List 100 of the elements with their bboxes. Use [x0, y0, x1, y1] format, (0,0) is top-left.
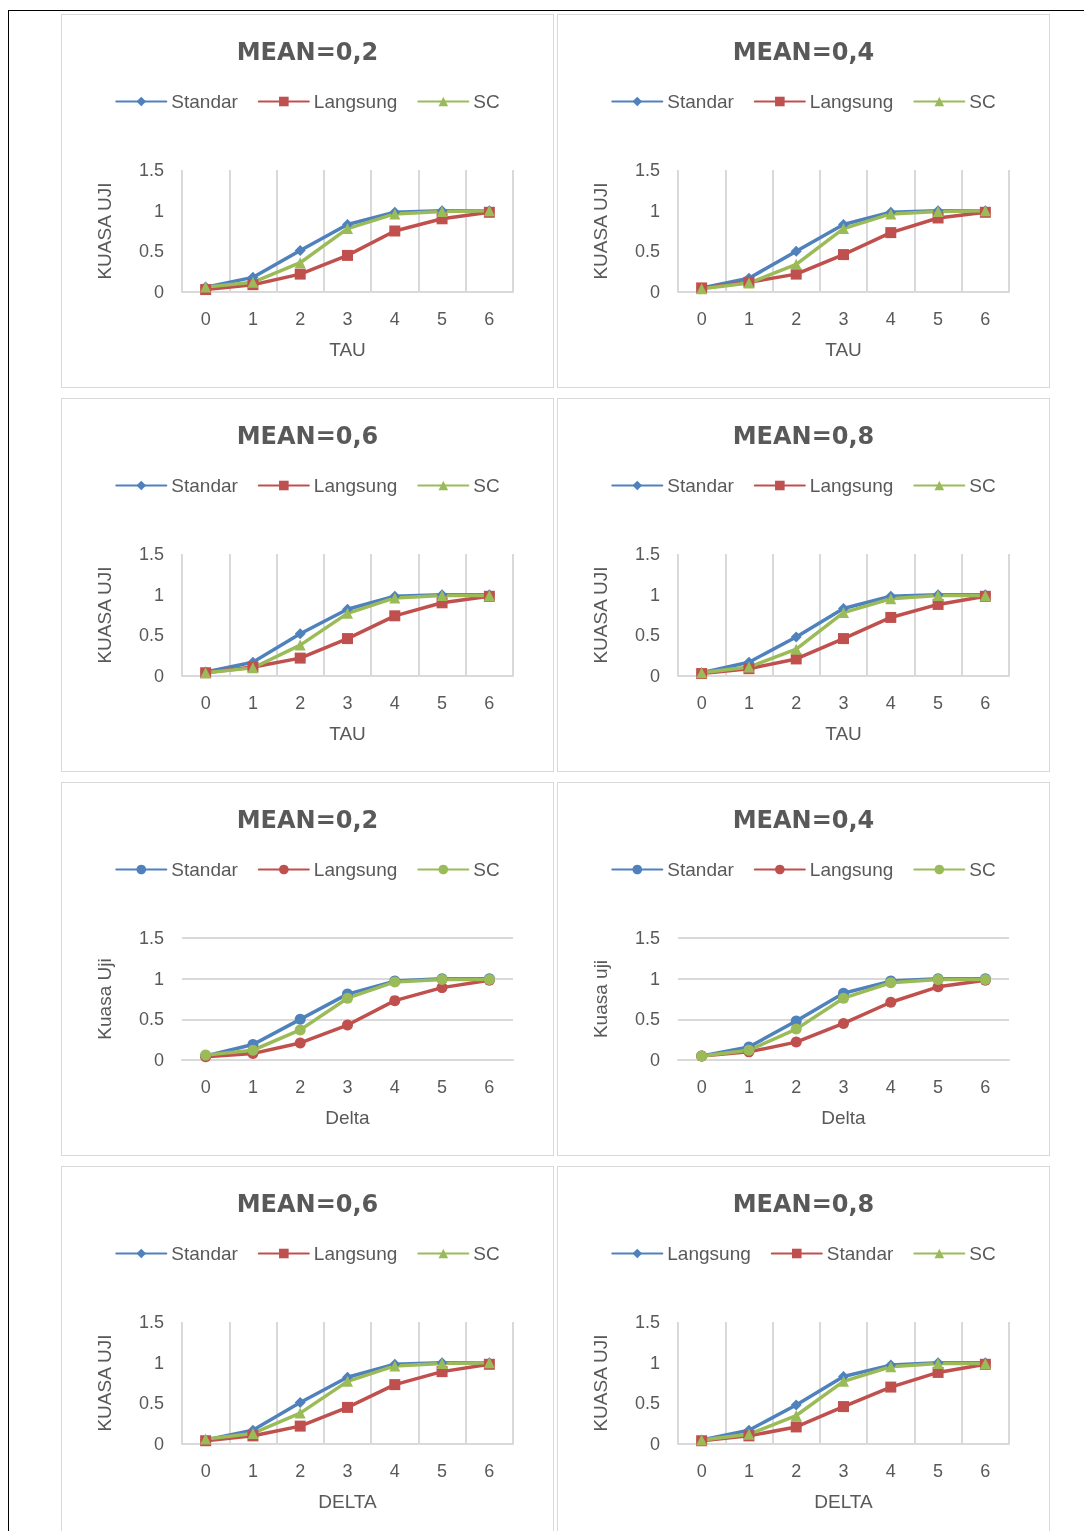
- legend-label: Langsung: [809, 859, 894, 880]
- y-tick-label: 1: [153, 200, 164, 221]
- chart-title: MEAN=0,2: [236, 38, 379, 66]
- x-tick-label: 2: [295, 1077, 306, 1097]
- y-axis-title: KUASA UJI: [94, 566, 115, 664]
- x-tick-label: 4: [389, 309, 400, 329]
- y-tick-label: 0.5: [634, 241, 660, 262]
- x-tick-label: 1: [247, 1461, 258, 1481]
- legend-label: SC: [473, 475, 500, 496]
- x-axis-title: TAU: [825, 339, 862, 360]
- y-axis-title: KUASA UJI: [590, 566, 611, 664]
- y-tick-label: 1.5: [634, 1312, 660, 1332]
- legend-label: SC: [969, 91, 996, 112]
- y-tick-label: 0: [153, 1434, 164, 1454]
- x-tick-label: 2: [295, 309, 306, 329]
- chart-title: MEAN=0,8: [732, 422, 875, 450]
- y-tick-label: 1.5: [138, 544, 164, 564]
- x-tick-label: 3: [838, 309, 849, 329]
- x-tick-label: 5: [437, 1077, 448, 1097]
- chart-title: MEAN=0,4: [732, 38, 875, 66]
- x-tick-label: 4: [389, 1077, 400, 1097]
- x-tick-label: 2: [791, 1461, 802, 1481]
- y-tick-label: 1.5: [138, 160, 164, 180]
- x-tick-label: 6: [484, 1461, 495, 1481]
- y-tick-label: 1.5: [634, 544, 660, 564]
- legend-label: Standar: [667, 91, 735, 112]
- x-tick-label: 6: [484, 309, 495, 329]
- legend-label: Standar: [171, 1243, 239, 1264]
- legend-label: Langsung: [313, 1243, 398, 1264]
- y-tick-label: 1.5: [138, 928, 164, 948]
- y-axis-title: Kuasa Uji: [94, 958, 115, 1040]
- x-tick-label: 5: [933, 309, 944, 329]
- y-tick-label: 0.5: [138, 241, 164, 262]
- legend-label: Langsung: [313, 859, 398, 880]
- x-tick-label: 4: [389, 693, 400, 713]
- legend-label: Standar: [171, 475, 239, 496]
- x-tick-label: 3: [838, 1077, 849, 1097]
- x-tick-label: 6: [980, 693, 991, 713]
- legend-label: SC: [969, 859, 996, 880]
- chart-title: MEAN=0,6: [236, 422, 379, 450]
- x-axis-title: TAU: [329, 339, 366, 360]
- legend-label: SC: [473, 1243, 500, 1264]
- x-tick-label: 2: [295, 693, 306, 713]
- x-tick-label: 0: [200, 1461, 211, 1481]
- y-axis-title: KUASA UJI: [94, 182, 115, 280]
- y-tick-label: 1: [649, 584, 660, 605]
- x-tick-label: 5: [437, 693, 448, 713]
- x-tick-label: 3: [342, 309, 353, 329]
- x-tick-label: 0: [696, 1461, 707, 1481]
- chart-title: MEAN=0,4: [732, 806, 875, 834]
- x-tick-label: 2: [791, 309, 802, 329]
- x-tick-label: 1: [743, 309, 754, 329]
- legend-label: Langsung: [809, 475, 894, 496]
- y-tick-label: 0: [153, 666, 164, 686]
- y-tick-label: 0.5: [138, 1009, 164, 1030]
- y-tick-label: 1.5: [138, 1312, 164, 1332]
- x-tick-label: 0: [696, 693, 707, 713]
- x-tick-label: 3: [342, 1077, 353, 1097]
- x-tick-label: 0: [200, 309, 211, 329]
- x-tick-label: 6: [484, 1077, 495, 1097]
- legend-label: SC: [969, 1243, 996, 1264]
- x-axis-title: DELTA: [814, 1491, 874, 1512]
- x-tick-label: 1: [743, 693, 754, 713]
- x-tick-label: 2: [791, 693, 802, 713]
- x-tick-label: 2: [791, 1077, 802, 1097]
- chart-title: MEAN=0,6: [236, 1190, 379, 1218]
- legend-label: Standar: [667, 859, 735, 880]
- x-tick-label: 0: [200, 1077, 211, 1097]
- y-tick-label: 1: [649, 200, 660, 221]
- x-tick-label: 0: [200, 693, 211, 713]
- x-tick-label: 6: [980, 1077, 991, 1097]
- legend-label: SC: [473, 91, 500, 112]
- x-axis-title: Delta: [325, 1107, 371, 1128]
- chart-title: MEAN=0,2: [236, 806, 379, 834]
- x-tick-label: 4: [885, 309, 896, 329]
- x-tick-label: 4: [389, 1461, 400, 1481]
- y-tick-label: 1: [649, 968, 660, 989]
- x-tick-label: 5: [437, 309, 448, 329]
- x-tick-label: 6: [484, 693, 495, 713]
- x-tick-label: 5: [933, 1077, 944, 1097]
- y-tick-label: 1: [153, 968, 164, 989]
- legend-label: Standar: [826, 1243, 894, 1264]
- x-tick-label: 1: [247, 693, 258, 713]
- y-tick-label: 0.5: [138, 625, 164, 646]
- legend-label: Langsung: [809, 91, 894, 112]
- x-tick-label: 4: [885, 693, 896, 713]
- legend-label: Langsung: [667, 1243, 751, 1264]
- x-tick-label: 3: [838, 693, 849, 713]
- x-tick-label: 1: [247, 1077, 258, 1097]
- y-tick-label: 0: [649, 1050, 660, 1070]
- y-tick-label: 0: [649, 1434, 660, 1454]
- y-axis-title: KUASA UJI: [94, 1334, 115, 1432]
- y-tick-label: 0: [649, 666, 660, 686]
- y-axis-title: KUASA UJI: [590, 1334, 611, 1432]
- x-axis-title: TAU: [329, 723, 366, 744]
- y-tick-label: 0: [153, 1050, 164, 1070]
- x-tick-label: 4: [885, 1077, 896, 1097]
- y-tick-label: 0.5: [138, 1393, 164, 1414]
- y-axis-title: Kuasa uji: [590, 959, 611, 1039]
- x-tick-label: 1: [247, 309, 258, 329]
